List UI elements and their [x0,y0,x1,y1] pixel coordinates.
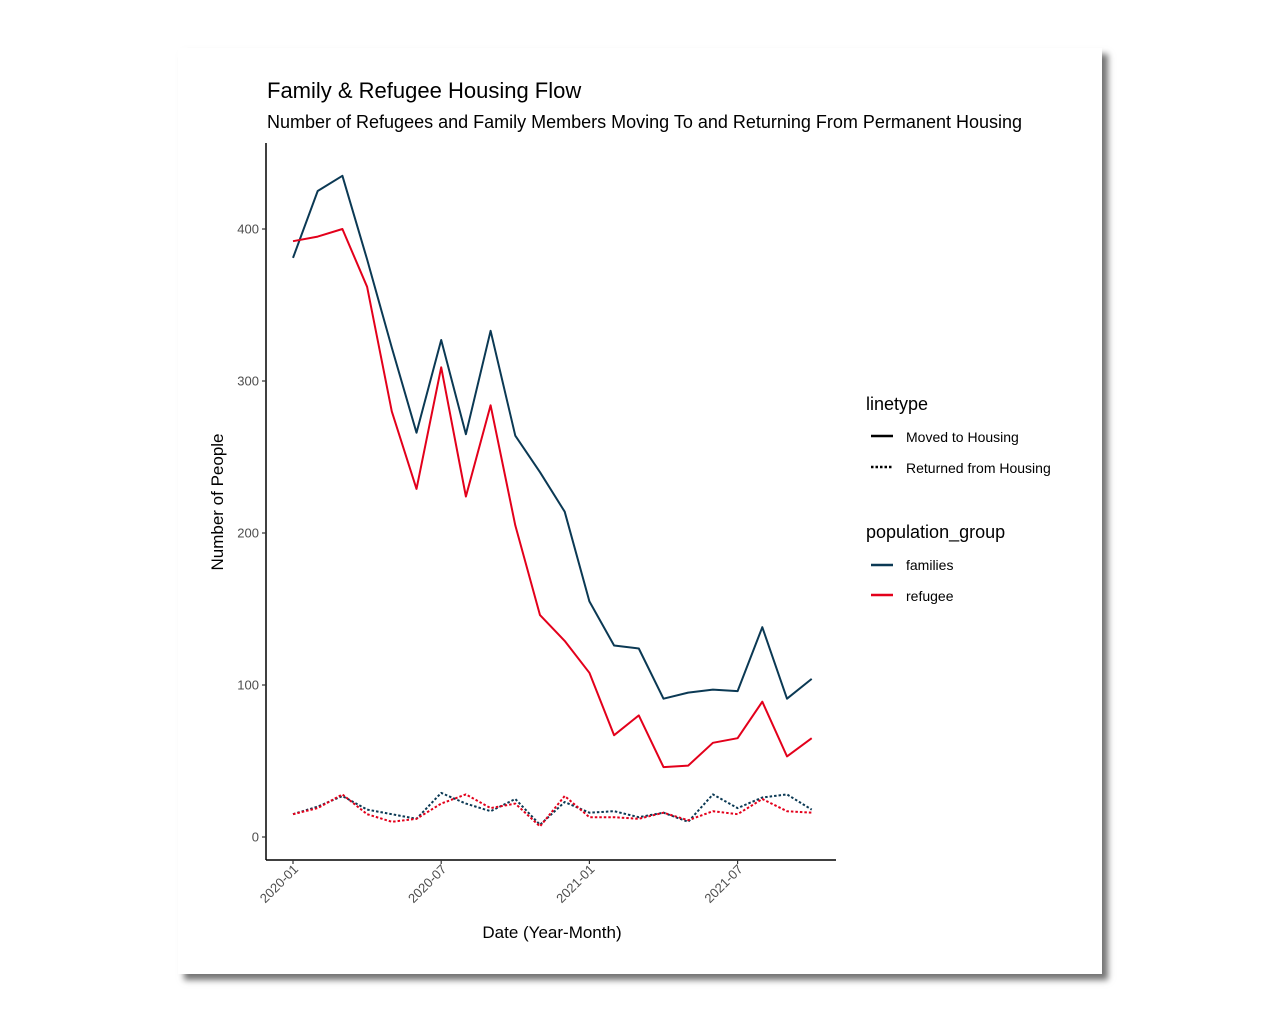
legend-title-population-group: population_group [866,522,1005,543]
y-axis-title: Number of People [208,433,227,570]
chart-subtitle: Number of Refugees and Family Members Mo… [267,112,1022,132]
y-tick-label: 400 [237,222,259,237]
x-tick-label: 2021-07 [701,862,745,906]
legend-label-refugee: refugee [906,588,954,604]
chart-svg: Family & Refugee Housing Flow Number of … [208,78,1051,942]
series-line-refugee-returned [292,793,812,828]
x-tick-label: 2021-01 [553,862,597,906]
y-tick-label: 300 [237,374,259,389]
plot-area [292,174,813,828]
series-line-refugee-moved [292,228,813,769]
x-tick-label: 2020-07 [405,862,449,906]
x-ticks: 2020-01 2020-07 2021-01 2021-07 [257,860,746,906]
legend-label-returned: Returned from Housing [906,460,1051,476]
x-axis-title: Date (Year-Month) [482,923,621,942]
legend: linetype Moved to Housing Returned from … [866,394,1051,604]
legend-label-families: families [906,557,953,573]
y-tick-label: 0 [252,830,259,845]
y-tick-label: 100 [237,678,259,693]
legend-label-moved: Moved to Housing [906,429,1019,445]
legend-title-linetype: linetype [866,394,928,414]
series-line-families-moved [292,174,813,700]
chart-card: Family & Refugee Housing Flow Number of … [178,48,1102,974]
series-line-families-returned [292,791,813,826]
y-ticks: 0 100 200 300 400 [237,222,266,845]
y-tick-label: 200 [237,526,259,541]
x-tick-label: 2020-01 [257,862,301,906]
chart-title: Family & Refugee Housing Flow [267,78,581,103]
